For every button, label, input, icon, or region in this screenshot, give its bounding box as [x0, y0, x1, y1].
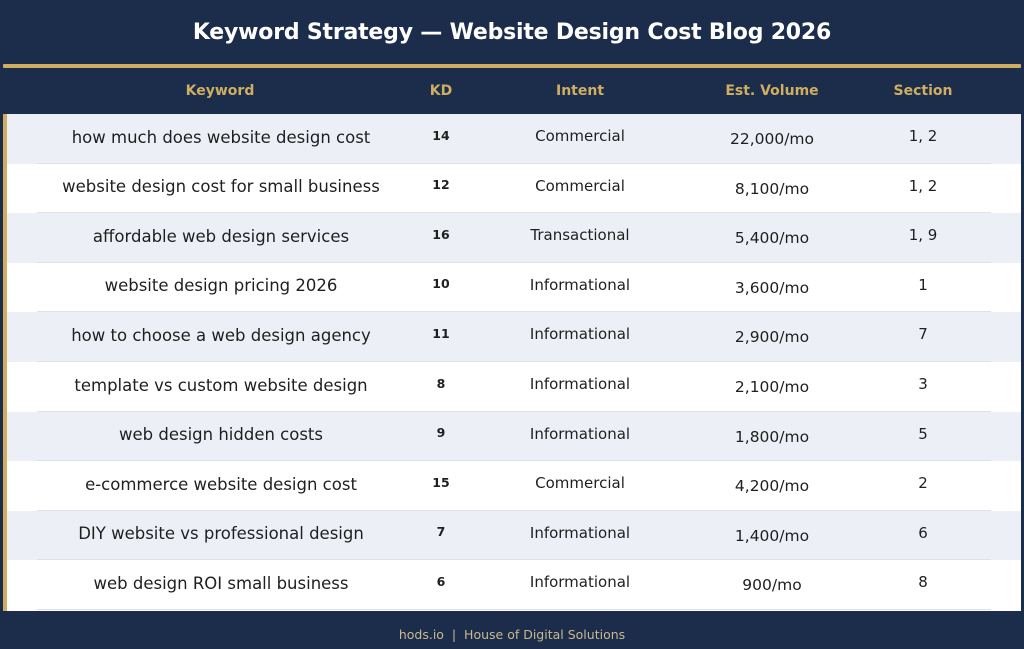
table-row: e-commerce website design cost 15 Commerci… — [7, 461, 1021, 511]
kd-cell: 6 — [436, 573, 446, 589]
intent-cell: Transactional — [530, 226, 630, 245]
kd-cell: 14 — [432, 127, 450, 143]
table-header: Keyword KD Intent Est. Volume Section — [0, 70, 1024, 112]
table-row: web design hidden costs 9 Informational 1,8… — [7, 411, 1021, 462]
row-divider — [37, 162, 991, 164]
keyword-cell: template vs custom website design — [74, 375, 368, 395]
section-cell: 3 — [918, 375, 928, 393]
column-header-volume: Est. Volume — [725, 83, 819, 99]
keyword-cell: website design cost for small business — [62, 177, 380, 197]
volume-cell: 8,100/mo — [734, 179, 810, 198]
footer-credit: hods.io | House of Digital Solutions — [398, 626, 626, 642]
kd-cell: 8 — [436, 375, 446, 391]
intent-cell: Informational — [529, 424, 631, 443]
table-row: website design pricing 2026 10 Information… — [7, 263, 1021, 313]
intent-cell: Commercial — [535, 474, 625, 493]
keyword-cell: DIY website vs professional design — [78, 524, 364, 544]
section-cell: 2 — [918, 474, 928, 493]
kd-cell: 10 — [432, 276, 450, 292]
section-cell: 7 — [918, 325, 928, 344]
table-row: affordable web design services 16 Transact… — [7, 213, 1021, 263]
keyword-cell: how to choose a web design agency — [71, 325, 371, 345]
keyword-cell: web design ROI small business — [93, 573, 349, 593]
volume-cell: 3,600/mo — [734, 278, 810, 297]
volume-cell: 1,400/mo — [734, 526, 810, 545]
keyword-cell: affordable web design services — [92, 226, 350, 246]
kd-cell: 15 — [432, 474, 450, 490]
volume-cell: 2,900/mo — [734, 328, 810, 347]
keyword-cell: how much does website design cost — [71, 127, 371, 147]
table-row: web design ROI small business 6 Informatio… — [7, 560, 1021, 610]
intent-cell: Commercial — [535, 127, 625, 145]
section-cell: 1, 9 — [908, 226, 938, 245]
kd-cell: 9 — [436, 425, 446, 441]
table-row: website design cost for small business 12… — [7, 164, 1021, 214]
row-divider — [37, 360, 991, 362]
section-cell: 6 — [918, 523, 928, 542]
volume-cell: 4,200/mo — [734, 477, 810, 496]
keyword-table: how much does website design cost 14 Comme… — [3, 114, 1021, 611]
row-divider — [37, 212, 991, 214]
intent-cell: Informational — [529, 275, 631, 294]
keyword-cell: web design hidden costs — [118, 425, 324, 445]
kd-cell: 12 — [432, 177, 450, 193]
volume-cell: 5,400/mo — [734, 229, 810, 248]
table-row: how to choose a web design agency 11 Infor… — [7, 312, 1021, 362]
volume-cell: 900/mo — [742, 576, 802, 595]
column-header-section: Section — [893, 83, 953, 99]
column-header-kd: KD — [429, 83, 453, 99]
kd-cell: 11 — [432, 325, 450, 341]
column-header-intent: Intent — [555, 83, 605, 99]
kd-cell: 16 — [432, 226, 450, 242]
page-title: Keyword Strategy — Website Design Cost B… — [192, 19, 832, 45]
section-cell: 8 — [918, 573, 928, 592]
row-divider — [37, 509, 991, 511]
volume-cell: 1,800/mo — [734, 427, 810, 446]
row-divider — [37, 460, 991, 462]
keyword-cell: website design pricing 2026 — [104, 276, 338, 296]
intent-cell: Commercial — [535, 176, 625, 195]
volume-cell: 22,000/mo — [729, 130, 815, 148]
keyword-cell: e-commerce website design cost — [85, 474, 357, 494]
row-divider — [37, 311, 991, 313]
volume-cell: 2,100/mo — [734, 378, 810, 396]
table-row: DIY website vs professional design 7 Infor… — [7, 510, 1021, 561]
column-header-keyword: Keyword — [185, 83, 255, 99]
intent-cell: Informational — [529, 375, 631, 393]
section-cell: 1 — [918, 275, 928, 294]
row-divider — [37, 410, 991, 412]
table-row: template vs custom website design 8 Inform… — [7, 362, 1021, 412]
row-divider — [37, 261, 991, 263]
row-divider — [37, 559, 991, 561]
section-cell: 5 — [918, 424, 928, 443]
title-divider — [3, 64, 1021, 68]
table-row: how much does website design cost 14 Comme… — [7, 114, 1021, 164]
section-cell: 1, 2 — [908, 176, 938, 195]
intent-cell: Informational — [529, 325, 631, 344]
row-divider — [37, 608, 991, 610]
intent-cell: Informational — [529, 573, 631, 592]
intent-cell: Informational — [529, 523, 631, 542]
section-cell: 1, 2 — [908, 127, 938, 145]
kd-cell: 7 — [436, 524, 446, 540]
